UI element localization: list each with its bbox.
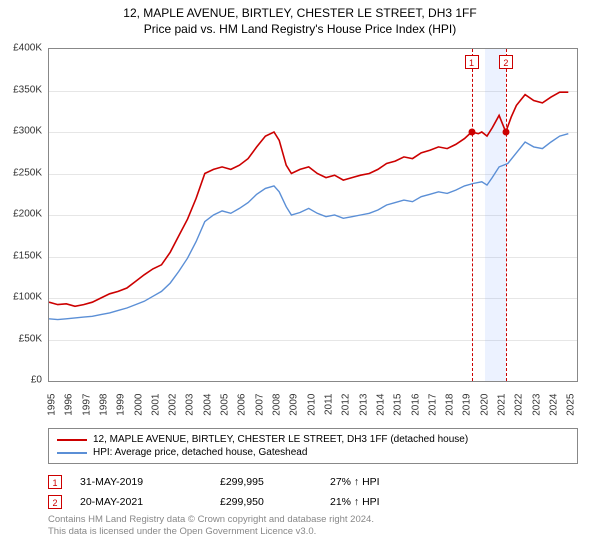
plot-region: 12 (48, 48, 578, 382)
sale-row-marker: 1 (48, 475, 62, 489)
sale-point (502, 129, 509, 136)
sale-row: 2 20-MAY-2021£299,95021% ↑ HPI (48, 492, 578, 512)
series-line-subject (49, 92, 568, 306)
chart-title: 12, MAPLE AVENUE, BIRTLEY, CHESTER LE ST… (0, 0, 600, 22)
line-series (49, 49, 577, 381)
y-tick-label: £0 (0, 375, 42, 386)
sale-pct: 27% ↑ HPI (330, 476, 440, 488)
legend-label: HPI: Average price, detached house, Gate… (93, 447, 307, 458)
sale-price: £299,950 (220, 496, 330, 508)
footer-line-1: Contains HM Land Registry data © Crown c… (48, 514, 578, 526)
chart-container: 12, MAPLE AVENUE, BIRTLEY, CHESTER LE ST… (0, 0, 600, 560)
sale-date: 31-MAY-2019 (80, 476, 220, 488)
chart-subtitle: Price paid vs. HM Land Registry's House … (0, 22, 600, 40)
footer-attribution: Contains HM Land Registry data © Crown c… (48, 514, 578, 539)
y-tick-label: £300K (0, 126, 42, 137)
footer-line-2: This data is licensed under the Open Gov… (48, 526, 578, 538)
legend-label: 12, MAPLE AVENUE, BIRTLEY, CHESTER LE ST… (93, 434, 468, 445)
y-tick-label: £150K (0, 250, 42, 261)
y-tick-label: £200K (0, 209, 42, 220)
sales-table: 1 31-MAY-2019£299,99527% ↑ HPI 2 20-MAY-202… (48, 472, 578, 512)
series-line-hpi (49, 134, 568, 320)
y-tick-label: £400K (0, 43, 42, 54)
sale-pct: 21% ↑ HPI (330, 496, 440, 508)
legend-item: 12, MAPLE AVENUE, BIRTLEY, CHESTER LE ST… (57, 433, 569, 446)
legend-item: HPI: Average price, detached house, Gate… (57, 446, 569, 459)
sale-marker-label: 2 (499, 55, 513, 69)
legend-swatch (57, 452, 87, 454)
sale-row-marker: 2 (48, 495, 62, 509)
y-tick-label: £100K (0, 292, 42, 303)
sale-marker-label: 1 (465, 55, 479, 69)
legend: 12, MAPLE AVENUE, BIRTLEY, CHESTER LE ST… (48, 428, 578, 464)
legend-swatch (57, 439, 87, 441)
sale-price: £299,995 (220, 476, 330, 488)
chart-area: 12 £0£50K£100K£150K£200K£250K£300K£350K£… (48, 48, 578, 382)
y-tick-label: £350K (0, 84, 42, 95)
sale-row: 1 31-MAY-2019£299,99527% ↑ HPI (48, 472, 578, 492)
y-tick-label: £250K (0, 167, 42, 178)
y-tick-label: £50K (0, 333, 42, 344)
sale-date: 20-MAY-2021 (80, 496, 220, 508)
sale-point (468, 129, 475, 136)
